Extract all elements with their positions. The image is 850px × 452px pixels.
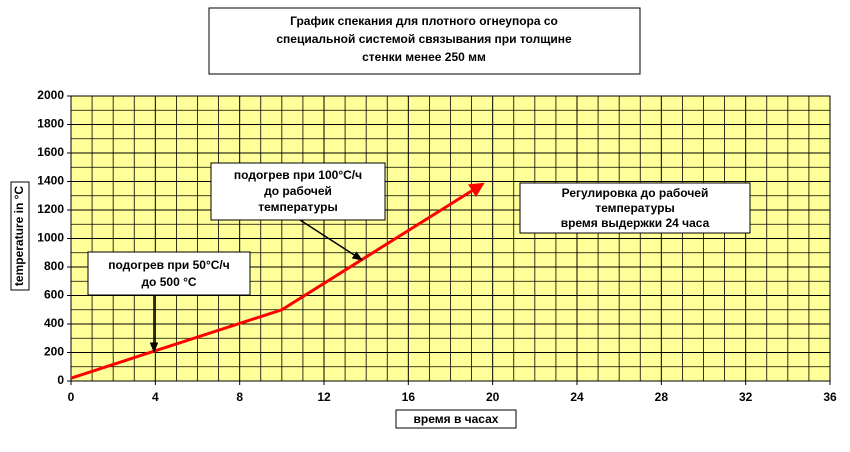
y-tick-label: 2000 [37,88,64,102]
y-tick-label: 1600 [37,145,64,159]
y-tick-label: 200 [44,345,64,359]
annotation-box [210,162,386,221]
annotation: подогрев при 50°C/ч [108,258,230,272]
y-tick-label: 1000 [37,231,64,245]
x-tick-label: 32 [739,390,753,404]
annotation: подогрев при 100°C/ч [234,168,362,182]
annotation: до рабочей [264,184,332,198]
annotation-arrow [299,219,363,261]
y-tick-label: 1400 [37,174,64,188]
x-label-box [395,409,517,429]
x-tick-label: 8 [236,390,243,404]
y-tick-label: 800 [44,259,64,273]
annotation-box [87,251,251,296]
y-tick-label: 600 [44,288,64,302]
chart-title: стенки менее 250 мм [362,50,486,64]
y-tick-label: 1800 [37,117,64,131]
x-axis-label: время в часах [414,412,499,426]
annotation: температуры [258,200,337,214]
annotation-box [519,182,751,234]
x-tick-label: 0 [68,390,75,404]
chart-title: специальной системой связывания при толщ… [276,32,572,46]
y-tick-label: 0 [57,373,64,387]
annotation: время выдержки 24 часа [561,216,710,230]
chart-title: График спекания для плотного огнеупора с… [290,14,558,28]
title-box [208,7,641,75]
x-tick-label: 4 [152,390,159,404]
x-tick-label: 20 [486,390,500,404]
x-tick-label: 28 [655,390,669,404]
series-line [70,182,485,380]
x-tick-label: 36 [823,390,837,404]
annotation: Регулировка до рабочей [562,186,709,200]
y-axis-label: temperature in °C [12,186,26,286]
y-label-box [10,181,30,291]
annotation: до 500 °C [141,275,196,289]
plot-area: 0 4 8 12 16 20 24 28 32 36 0 200 400 600 800 1000 1200 14… [37,88,837,404]
x-tick-label: 24 [570,390,584,404]
y-tick-label: 400 [44,316,64,330]
x-tick-label: 16 [402,390,416,404]
y-tick-label: 1200 [37,202,64,216]
annotation: температуры [595,201,674,215]
x-tick-label: 12 [317,390,331,404]
